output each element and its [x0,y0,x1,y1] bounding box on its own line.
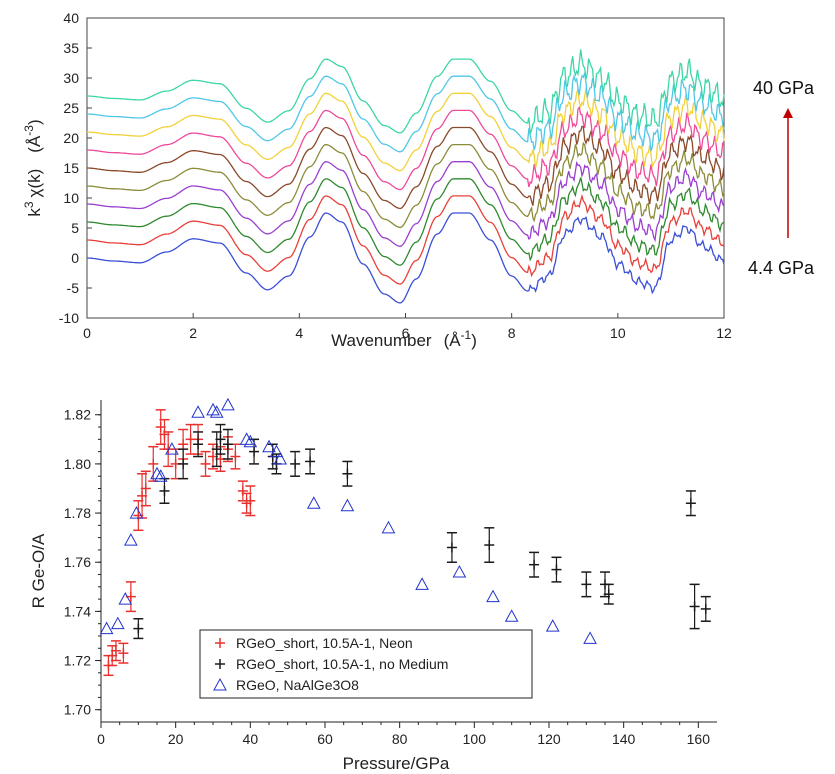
bottom-y-tick-label: 1.80 [64,456,91,472]
bottom-x-tick-label: 160 [687,731,711,747]
data-point-s2 [165,442,179,455]
bottom-y-tick-label: 1.70 [64,702,91,718]
top-x-tick-label: 8 [508,325,516,341]
legend-entry-no-medium: RGeO_short, 10.5A-1, no Medium [236,656,448,672]
series-line-0 [87,212,725,304]
bottom-x-tick-label: 120 [537,731,561,747]
data-point-s2 [306,496,321,509]
legend-entry-neon: RGeO_short, 10.5A-1, Neon [236,635,413,651]
bottom-y-tick-label: 1.82 [64,407,91,423]
top-y-axis-label: k3χ(k)(Å-3) [22,119,44,216]
rgeo-chart: 0 20 40 60 80 100 120 140 160 1.701.721.741.761.… [29,397,717,773]
bottom-x-tick-label: 20 [168,731,184,747]
data-point-s2 [486,589,500,603]
bottom-y-tick-label: 1.78 [64,505,91,521]
data-point-s2 [243,434,258,448]
data-point-s2 [209,405,224,418]
bottom-x-tick-label: 80 [392,731,408,747]
data-point-s2 [273,451,288,465]
top-x-tick-label: 12 [716,325,732,341]
legend: RGeO_short, 10.5A-1, Neon RGeO_short, 10… [199,629,533,699]
series-line-8 [87,72,725,153]
top-y-tick-label: 25 [63,100,79,116]
data-point-s2 [262,439,276,453]
bottom-x-tick-label: 0 [97,731,105,747]
data-point-s2 [381,520,396,534]
top-y-tick-label: 10 [63,190,79,206]
top-y-tick-label: -5 [67,280,80,296]
series-line-9 [87,49,725,135]
legend-entry-naalge3o8: RGeO, NaAlGe3O8 [236,677,359,693]
top-y-tick-label: -10 [59,310,79,326]
data-point-s2 [129,506,144,519]
data-point-s2 [206,402,220,416]
data-point-s2 [545,619,560,632]
data-point-s2 [124,533,138,546]
legend-marker-naalge3o8 [213,677,227,691]
data-point-s2 [191,405,205,418]
data-point-s2 [150,466,164,480]
top-x-ticks: 0 2 4 6 8 10 12 [83,313,732,341]
series-line-4 [87,141,725,229]
top-y-ticks: -10 -5 0 5 10 15 20 25 30 35 40 [59,10,92,326]
data-point-s2 [504,609,519,622]
data-point-s2 [415,577,429,590]
bottom-x-axis-label: Pressure/GPa [343,754,450,773]
data-point-s2 [583,631,597,644]
data-point-s2 [153,469,168,482]
top-y-tick-label: 40 [63,10,79,26]
top-x-tick-label: 4 [295,325,303,341]
bottom-x-tick-label: 140 [612,731,636,747]
series-line-1 [87,193,725,285]
data-point-s2 [118,592,133,605]
series-line-2 [87,177,725,266]
data-point-s2 [452,565,467,578]
bottom-x-tick-label: 60 [317,731,333,747]
top-x-tick-label: 0 [83,325,91,341]
bottom-data-points [99,397,711,677]
top-y-tick-label: 0 [71,250,79,266]
top-series-lines [87,49,725,304]
bottom-y-ticks: 1.70 1.72 1.74 1.76 1.78 1.80 1.82 [64,407,101,718]
annotation-40gpa: 40 GPa [753,78,815,98]
series-line-3 [87,160,725,247]
data-point-s2 [221,397,235,411]
bottom-x-tick-label: 40 [243,731,259,747]
legend-marker-neon [215,638,225,648]
top-x-tick-label: 2 [189,325,197,341]
exafs-chart: 0 2 4 6 8 10 12 -10 -5 0 5 10 15 20 25 30 35 40 Wavenumb… [22,10,815,350]
bottom-x-tick-label: 100 [463,731,487,747]
top-y-tick-label: 15 [63,160,79,176]
top-y-tick-label: 20 [63,130,79,146]
bottom-y-tick-label: 1.72 [64,653,91,669]
data-point-s2 [239,432,254,445]
series-line-6 [87,105,725,191]
bottom-x-ticks: 0 20 40 60 80 100 120 140 160 [97,722,710,747]
data-point-s2 [269,444,284,458]
pressure-arrow-head [783,108,793,118]
legend-marker-no-medium [215,659,225,669]
top-x-axis-label: Wavenumber (Å-1) [331,328,477,350]
legend-triangle [213,677,227,691]
data-point-s2 [110,616,125,630]
annotation-4-4gpa: 4.4 GPa [748,258,815,278]
top-y-tick-label: 35 [63,40,79,56]
top-x-tick-label: 10 [610,325,626,341]
data-point-s2 [99,621,114,635]
bottom-y-tick-label: 1.74 [64,603,91,619]
bottom-y-tick-label: 1.76 [64,554,91,570]
bottom-y-axis-label: R Ge-O/A [29,533,48,608]
top-y-tick-label: 30 [63,70,79,86]
top-y-tick-label: 5 [71,220,79,236]
data-point-s2 [340,498,355,512]
top-x-tick-label: 6 [402,325,410,341]
legend-box [199,629,533,699]
series-line-7 [87,87,725,172]
series-line-5 [87,125,725,210]
